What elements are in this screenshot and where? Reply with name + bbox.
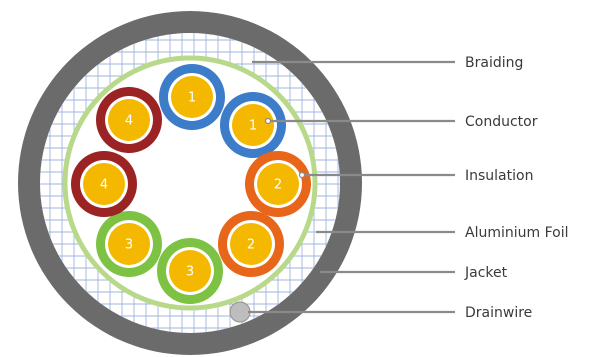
core-conductor (83, 163, 125, 205)
core-2: 2 (218, 211, 284, 277)
core-number-label: 1 (249, 119, 257, 134)
core-conductor (232, 104, 274, 146)
callout-jacket: Jacket (464, 265, 508, 281)
core-number-label: 2 (274, 178, 282, 193)
callout-insulation: Insulation (465, 168, 533, 184)
core-conductor (108, 99, 150, 141)
core-3: 3 (96, 211, 162, 277)
drainwire (229, 301, 251, 323)
core-number-label: 2 (247, 238, 255, 253)
conductor-cores: 1 1 2 2 3 3 4 4 (71, 64, 311, 304)
core-number-label: 1 (188, 91, 196, 106)
core-1: 1 (220, 92, 286, 158)
core-conductor (257, 163, 299, 205)
core-conductor (171, 76, 213, 118)
core-number-label: 3 (125, 238, 133, 253)
core-2: 2 (245, 151, 311, 217)
callout-conductor: Conductor (465, 114, 538, 130)
callout-aluminium-foil: Aluminium Foil (465, 225, 569, 241)
core-conductor (169, 250, 211, 292)
core-conductor (230, 223, 272, 265)
leader-dots (264, 117, 306, 179)
core-4: 4 (96, 87, 162, 153)
callout-braiding: Braiding (465, 55, 523, 71)
core-1: 1 (159, 64, 225, 130)
core-3: 3 (157, 238, 223, 304)
core-number-label: 3 (186, 265, 194, 280)
core-conductor (108, 223, 150, 265)
core-number-label: 4 (125, 114, 133, 129)
callout-drainwire: Drainwire (465, 305, 532, 321)
core-number-label: 4 (100, 178, 108, 193)
core-4: 4 (71, 151, 137, 217)
leader-lines (248, 60, 455, 314)
